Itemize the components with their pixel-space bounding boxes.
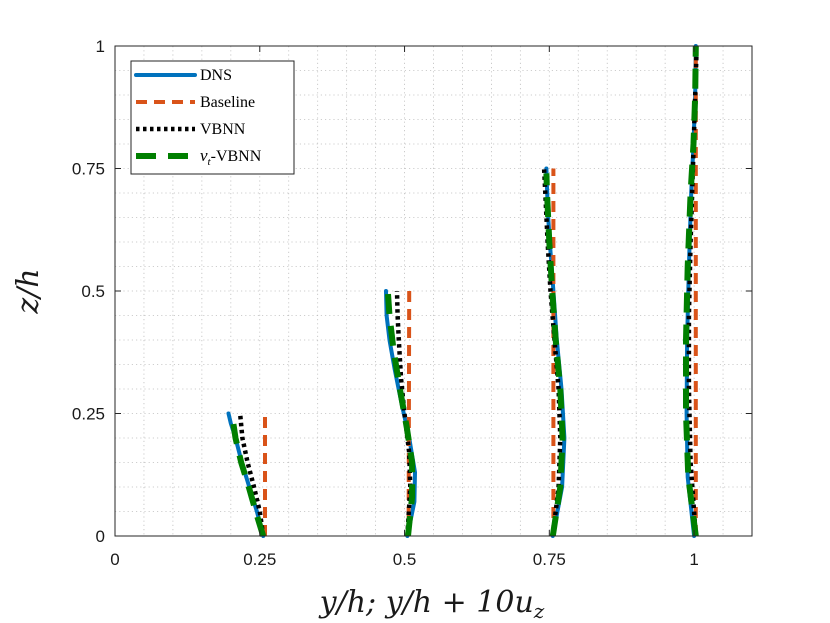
legend-label: νt-VBNN — [200, 146, 262, 168]
y-tick-label: 0 — [96, 527, 105, 546]
legend: DNS Baseline VBNN νt-VBNN — [130, 60, 295, 175]
y-tick-label: 0.75 — [72, 160, 105, 179]
series-line-4-profile-1 — [229, 417, 267, 537]
series-vbnn — [237, 55, 699, 537]
legend-label: DNS — [200, 67, 232, 84]
x-tick-label: 0.25 — [243, 550, 276, 569]
series--t-vbnn — [229, 45, 699, 537]
legend-label: Baseline — [200, 94, 255, 111]
legend-label: VBNN — [200, 121, 246, 138]
y-tick-label: 0.25 — [72, 405, 105, 424]
y-axis-label: z/h — [11, 268, 46, 314]
x-tick-label: 0 — [110, 550, 119, 569]
series-line-4-profile-4 — [683, 45, 699, 537]
y-tick-label: 1 — [96, 37, 105, 56]
x-tick-label: 0.75 — [533, 550, 566, 569]
x-axis-label: y/h; y/h + 10uz — [318, 585, 545, 623]
x-tick-label: 1 — [689, 550, 698, 569]
x-tick-label: 0.5 — [393, 550, 417, 569]
x-axis-label-subscript: z — [533, 599, 545, 623]
y-tick-label: 0.5 — [81, 282, 105, 301]
tick-labels: 0 0.25 0.5 0.75 1 0 0.25 0.5 0.75 1 — [72, 37, 699, 569]
axis-ticks — [114, 45, 752, 537]
series-lines — [226, 44, 699, 538]
series-line-4-profile-2 — [384, 290, 416, 537]
series-line-2-profile-2 — [406, 290, 412, 537]
legend-box — [130, 60, 295, 175]
x-axis-label-main: y/h; y/h + 10u — [318, 585, 534, 620]
series-line-4-profile-3 — [543, 173, 566, 537]
